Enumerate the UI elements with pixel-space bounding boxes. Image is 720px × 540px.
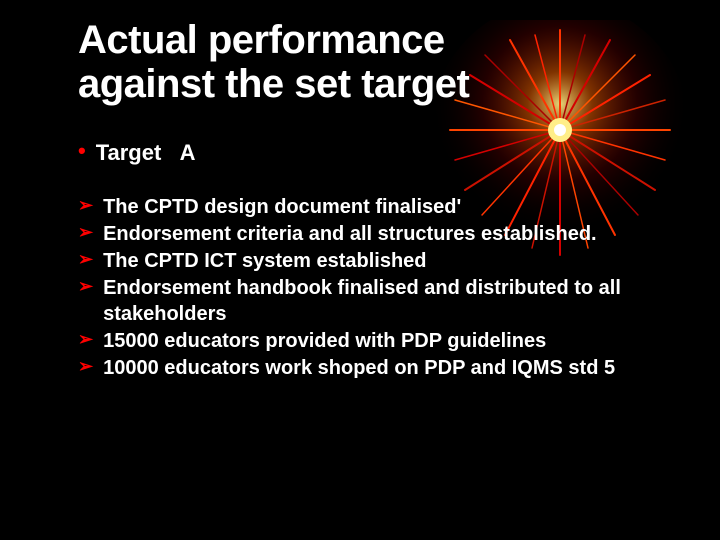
item-text: The CPTD ICT system established (103, 248, 680, 274)
list-item: ➢ 10000 educators work shoped on PDP and… (78, 355, 680, 381)
bullet-dot-icon: • (78, 140, 86, 162)
list-item: ➢ Endorsement criteria and all structure… (78, 221, 680, 247)
list-item: ➢ The CPTD ICT system established (78, 248, 680, 274)
item-text: 15000 educators provided with PDP guidel… (103, 328, 680, 354)
slide-title: Actual performance against the set targe… (78, 18, 469, 106)
item-list: ➢ The CPTD design document finalised' ➢ … (78, 194, 680, 381)
arrow-icon: ➢ (78, 221, 93, 244)
arrow-icon: ➢ (78, 248, 93, 271)
slide-content: • Target A ➢ The CPTD design document fi… (78, 140, 680, 382)
item-text: 10000 educators work shoped on PDP and I… (103, 355, 680, 381)
list-item: ➢ Endorsement handbook finalised and dis… (78, 275, 680, 327)
title-line-2: against the set target (78, 62, 469, 106)
title-line-1: Actual performance (78, 18, 445, 62)
target-heading: • Target A (78, 140, 680, 166)
item-text: Endorsement criteria and all structures … (103, 221, 680, 247)
arrow-icon: ➢ (78, 328, 93, 351)
list-item: ➢ The CPTD design document finalised' (78, 194, 680, 220)
arrow-icon: ➢ (78, 275, 93, 298)
arrow-icon: ➢ (78, 355, 93, 378)
target-letter: A (180, 140, 196, 165)
arrow-icon: ➢ (78, 194, 93, 217)
target-label: Target (96, 140, 162, 165)
item-text: Endorsement handbook finalised and distr… (103, 275, 680, 327)
item-text: The CPTD design document finalised' (103, 194, 680, 220)
list-item: ➢ 15000 educators provided with PDP guid… (78, 328, 680, 354)
